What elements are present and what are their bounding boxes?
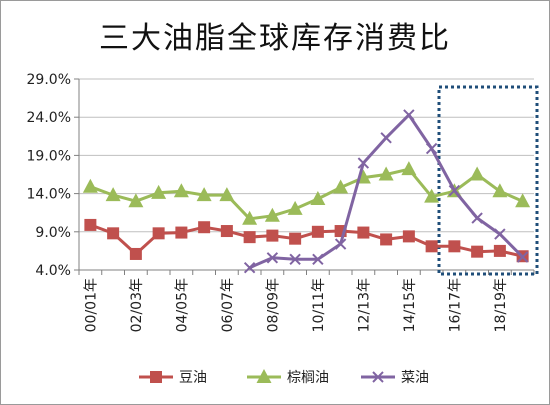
data-point — [220, 225, 233, 238]
x-tick-label: 08/09年 — [265, 278, 281, 332]
data-point — [380, 132, 392, 144]
y-tick-label: 24.0% — [27, 110, 71, 126]
data-point — [243, 262, 256, 274]
data-point — [287, 200, 303, 215]
x-tick-label: 12/13年 — [356, 278, 372, 332]
x-tick-label: 16/17年 — [447, 278, 463, 332]
gridlines — [79, 78, 534, 271]
data-point — [494, 228, 506, 240]
highlight-box — [437, 85, 539, 276]
data-point — [448, 184, 461, 197]
data-point — [515, 193, 531, 208]
legend: 豆油 棕榈油 菜油 — [139, 369, 429, 386]
x-tick-label: 18/19年 — [493, 278, 509, 332]
data-point — [424, 188, 440, 203]
data-point — [289, 232, 302, 245]
data-point — [152, 227, 165, 240]
y-tick-label: 19.0% — [27, 148, 71, 164]
data-point — [129, 247, 142, 260]
series-1 — [82, 161, 531, 225]
data-point — [380, 233, 393, 246]
y-tick-label: 4.0% — [35, 263, 71, 279]
series-lines — [82, 109, 531, 274]
data-point — [402, 230, 415, 243]
data-point — [516, 251, 529, 263]
y-tick-labels: 4.0% 9.0% 14.0% 19.0% 24.0% 29.0% — [27, 72, 71, 279]
x-tick-labels: 00/01年 02/03年 04/05年 06/07年 08/09年 10/11年 12/1… — [83, 278, 509, 332]
data-point — [151, 184, 167, 199]
y-tick-label: 14.0% — [27, 187, 71, 203]
data-point — [289, 253, 301, 266]
data-point — [105, 187, 121, 202]
data-point — [357, 226, 370, 239]
data-point — [243, 231, 256, 244]
data-point — [310, 190, 326, 205]
data-point — [266, 252, 279, 264]
data-point — [425, 142, 438, 155]
data-point — [219, 187, 235, 202]
series-2 — [243, 109, 529, 274]
data-point — [264, 207, 280, 222]
data-point — [471, 212, 483, 224]
x-tick-label: 10/11年 — [311, 278, 327, 332]
legend-item: 棕榈油 — [247, 369, 329, 386]
x-tick-label: 14/15年 — [402, 278, 418, 332]
data-point — [311, 225, 324, 238]
data-point — [469, 166, 485, 181]
data-point — [378, 166, 394, 181]
data-point — [357, 157, 370, 169]
data-point — [175, 226, 188, 239]
y-tick-label: 29.0% — [27, 72, 71, 88]
data-point — [401, 161, 417, 176]
data-point — [493, 244, 506, 257]
x-tick-label: 02/03年 — [129, 278, 145, 332]
legend-marker — [150, 371, 162, 383]
series-0 — [84, 218, 529, 263]
data-point — [128, 193, 144, 208]
legend-label: 棕榈油 — [287, 370, 329, 386]
data-point — [312, 253, 324, 266]
legend-label: 豆油 — [179, 370, 207, 386]
data-point — [448, 240, 461, 253]
x-tick-label: 04/05年 — [174, 278, 190, 332]
data-point — [492, 183, 508, 198]
data-point — [82, 178, 98, 193]
legend-item: 豆油 — [139, 370, 207, 386]
highlight-box-group — [437, 85, 539, 276]
data-point — [266, 229, 279, 242]
data-point — [173, 183, 189, 198]
data-point — [107, 227, 120, 240]
legend-marker — [256, 369, 272, 383]
x-tick-label: 00/01年 — [83, 278, 99, 332]
chart-title: 三大油脂全球库存消费比 — [99, 21, 451, 56]
data-point — [425, 240, 438, 253]
data-point — [242, 210, 258, 225]
data-point — [198, 221, 211, 234]
data-point — [196, 187, 212, 202]
data-point — [333, 179, 349, 194]
legend-marker — [372, 371, 384, 383]
legend-item: 菜油 — [361, 370, 429, 386]
data-point — [84, 218, 97, 231]
y-tick-label: 9.0% — [35, 225, 71, 241]
data-point — [403, 109, 415, 121]
data-point — [471, 245, 484, 258]
legend-label: 菜油 — [401, 370, 429, 386]
data-point — [334, 238, 347, 250]
x-tick-label: 06/07年 — [220, 278, 236, 332]
